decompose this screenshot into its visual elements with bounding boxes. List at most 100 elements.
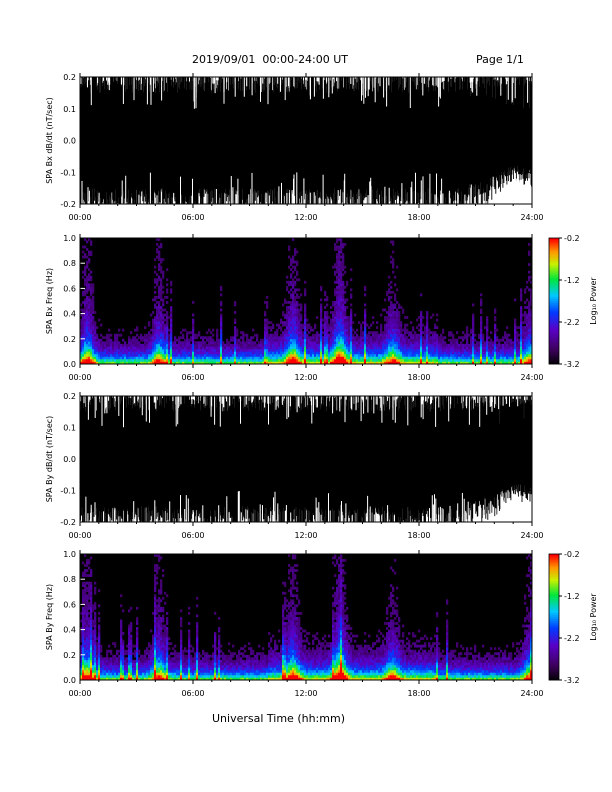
heatmap-cell <box>322 338 325 342</box>
heatmap-cell <box>392 316 395 319</box>
heatmap-cell <box>410 351 413 355</box>
heatmap-cell <box>162 285 165 289</box>
heatmap-cell <box>324 338 327 342</box>
heatmap-cell <box>382 351 385 355</box>
heatmap-cell <box>340 290 343 294</box>
heatmap-cell <box>512 358 515 362</box>
heatmap-cell <box>124 652 127 656</box>
heatmap-cell <box>284 331 287 335</box>
heatmap-cell <box>122 644 125 648</box>
heatmap-cell <box>312 346 315 350</box>
heatmap-cell <box>340 255 343 259</box>
colorbar-swatch <box>549 288 559 291</box>
heatmap-cell <box>92 619 95 623</box>
heatmap-cell <box>378 333 381 337</box>
heatmap-cell <box>254 346 257 350</box>
heatmap-cell <box>452 341 455 345</box>
heatmap-cell <box>288 343 291 347</box>
heatmap-cell <box>182 351 185 355</box>
heatmap-cell <box>92 649 95 653</box>
heatmap-cell <box>288 311 291 314</box>
heatmap-cell <box>162 331 165 335</box>
heatmap-cell <box>192 338 195 342</box>
heatmap-cell <box>210 351 213 355</box>
heatmap-cell <box>344 298 347 302</box>
heatmap-cell <box>288 308 291 312</box>
heatmap-cell <box>480 358 483 362</box>
heatmap-cell <box>170 311 173 314</box>
heatmap-cell <box>98 669 101 673</box>
heatmap-cell <box>90 351 93 355</box>
heatmap-cell <box>134 652 137 656</box>
heatmap-cell <box>170 323 173 327</box>
heatmap-cell <box>396 311 399 314</box>
heatmap-cell <box>298 348 301 352</box>
heatmap-cell <box>472 313 475 317</box>
x-tick-label: 24:00 <box>520 531 543 540</box>
heatmap-cell <box>180 343 183 347</box>
heatmap-cell <box>92 657 95 661</box>
heatmap-cell <box>170 316 173 319</box>
heatmap-cell <box>116 348 119 352</box>
heatmap-cell <box>142 353 145 357</box>
heatmap-cell <box>128 657 131 661</box>
heatmap-cell <box>88 639 91 643</box>
heatmap-cell <box>520 353 523 357</box>
heatmap-cell <box>160 649 163 653</box>
heatmap-cell <box>186 343 189 347</box>
heatmap-cell <box>262 361 265 365</box>
heatmap-cell <box>328 323 331 327</box>
heatmap-cell <box>94 664 97 668</box>
heatmap-cell <box>80 611 83 615</box>
heatmap-cell <box>282 311 285 314</box>
heatmap-cell <box>204 343 207 347</box>
heatmap-cell <box>98 338 101 342</box>
heatmap-cell <box>376 336 379 340</box>
heatmap-cell <box>96 326 99 330</box>
heatmap-cell <box>154 285 157 289</box>
heatmap-cell <box>454 338 457 342</box>
heatmap-cell <box>298 308 301 312</box>
heatmap-cell <box>464 356 467 360</box>
heatmap-cell <box>148 361 151 365</box>
heatmap-cell <box>110 348 113 352</box>
heatmap-cell <box>122 346 125 350</box>
heatmap-cell <box>152 343 155 347</box>
heatmap-cell <box>526 326 529 330</box>
heatmap-cell <box>518 326 521 330</box>
heatmap-cell <box>386 343 389 347</box>
heatmap-cell <box>262 348 265 352</box>
heatmap-cell <box>464 346 467 350</box>
heatmap-cell <box>282 331 285 335</box>
heatmap-cell <box>86 308 89 312</box>
heatmap-cell <box>414 353 417 357</box>
heatmap-cell <box>98 632 101 635</box>
heatmap-cell <box>92 290 95 294</box>
heatmap-cell <box>398 328 401 332</box>
heatmap-cell <box>294 341 297 345</box>
heatmap-cell <box>498 338 501 342</box>
heatmap-cell <box>282 333 285 337</box>
heatmap-cell <box>178 358 181 362</box>
heatmap-cell <box>400 326 403 330</box>
heatmap-cell <box>190 346 193 350</box>
heatmap-cell <box>302 336 305 340</box>
heatmap-cell <box>304 358 307 362</box>
heatmap-cell <box>324 356 327 360</box>
heatmap-cell <box>204 341 207 345</box>
colorbar-swatch <box>549 265 559 268</box>
heatmap-cell <box>132 672 135 676</box>
heatmap-cell <box>80 313 83 317</box>
heatmap-cell <box>456 348 459 352</box>
heatmap-cell <box>122 328 125 332</box>
heatmap-cell <box>232 348 235 352</box>
heatmap-cell <box>84 652 87 656</box>
heatmap-cell <box>284 301 287 304</box>
heatmap-cell <box>92 288 95 292</box>
heatmap-cell <box>122 356 125 360</box>
heatmap-cell <box>114 351 117 355</box>
heatmap-cell <box>326 351 329 355</box>
heatmap-cell <box>138 346 141 350</box>
heatmap-cell <box>100 677 103 681</box>
heatmap-cell <box>150 649 153 653</box>
